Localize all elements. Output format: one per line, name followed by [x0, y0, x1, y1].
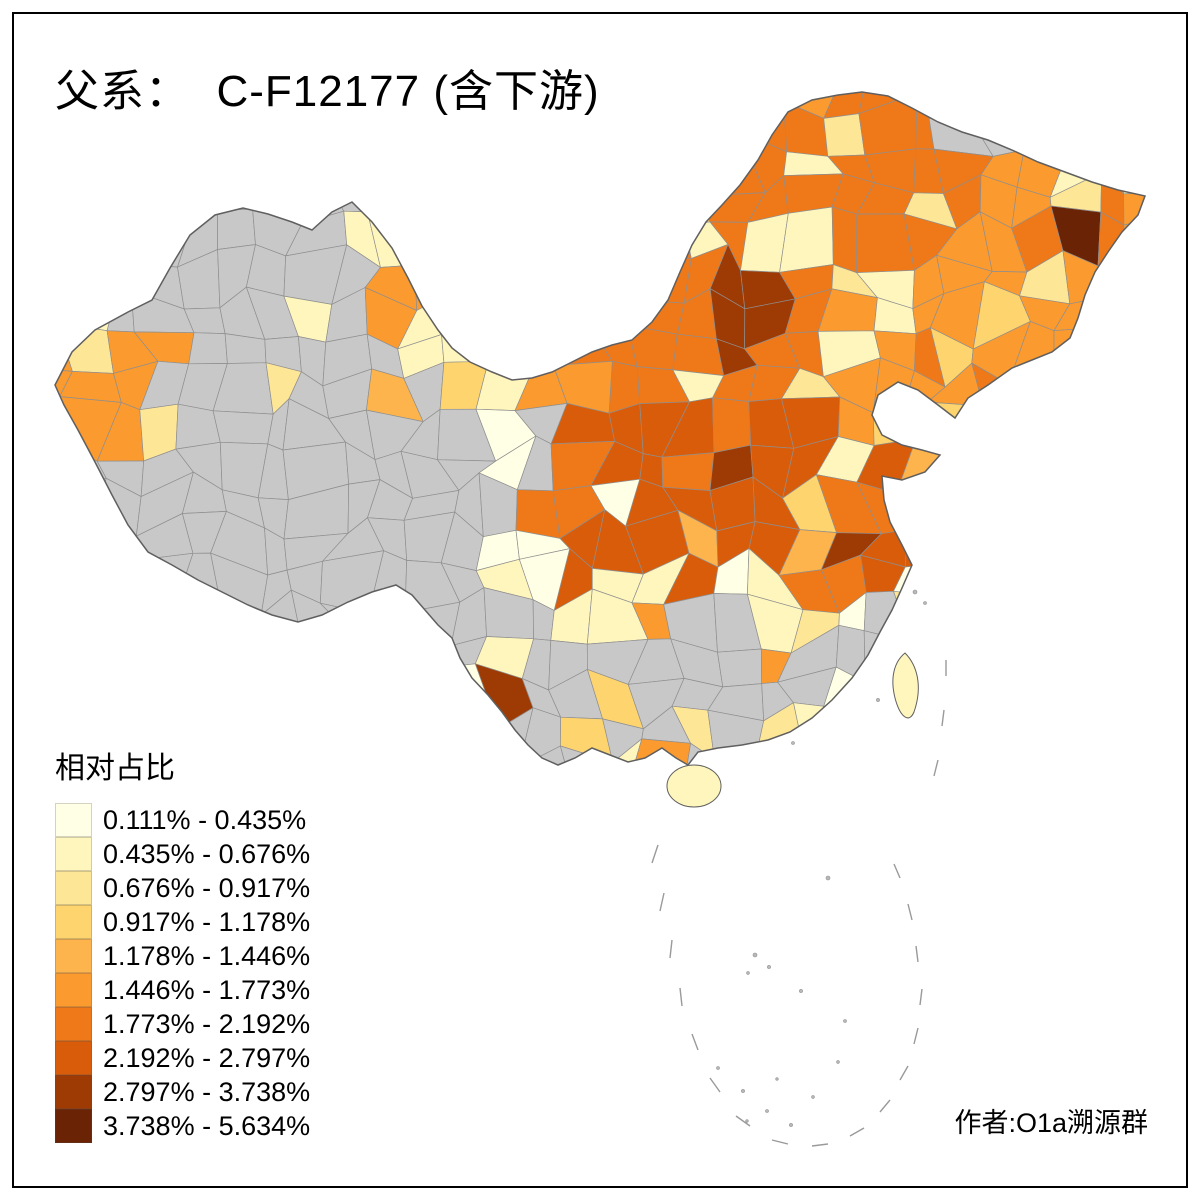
legend-swatch [55, 1041, 92, 1075]
legend-label: 1.178% - 1.446% [103, 940, 311, 971]
legend-item: 1.446% - 1.773% [55, 973, 310, 1007]
legend-item: 2.797% - 3.738% [55, 1075, 310, 1109]
legend: 相对占比 0.111% - 0.435% 0.435% - 0.676% 0.676… [55, 743, 310, 1143]
legend-items: 0.111% - 0.435% 0.435% - 0.676% 0.676% - 0… [55, 803, 310, 1143]
legend-swatch [55, 905, 92, 939]
legend-item: 1.178% - 1.446% [55, 939, 310, 973]
legend-item: 2.192% - 2.797% [55, 1041, 310, 1075]
legend-label: 1.446% - 1.773% [103, 974, 311, 1005]
legend-item: 0.917% - 1.178% [55, 905, 310, 939]
attribution: 作者:O1a溯源群 [954, 1108, 1148, 1138]
south-china-sea-dashes [651, 660, 947, 1147]
sea-islets [716, 589, 927, 1127]
legend-label: 0.676% - 0.917% [103, 872, 311, 903]
legend-label: 0.917% - 1.178% [103, 906, 311, 937]
legend-item: 0.435% - 0.676% [55, 837, 310, 871]
legend-label: 1.773% - 2.192% [103, 1008, 311, 1039]
page-title: 父系： C-F12177 (含下游) [55, 67, 600, 116]
legend-label: 0.435% - 0.676% [103, 838, 311, 869]
map-cells [55, 92, 1145, 765]
legend-swatch [55, 973, 92, 1007]
legend-swatch [55, 803, 92, 837]
legend-swatch [55, 837, 92, 871]
legend-item: 1.773% - 2.192% [55, 1007, 310, 1041]
legend-swatch [55, 1007, 92, 1041]
legend-item: 3.738% - 5.634% [55, 1109, 310, 1143]
legend-label: 3.738% - 5.634% [103, 1110, 311, 1141]
legend-swatch [55, 939, 92, 973]
legend-swatch [55, 1109, 92, 1143]
legend-swatch [55, 1075, 92, 1109]
legend-label: 2.797% - 3.738% [103, 1076, 311, 1107]
legend-swatch [55, 871, 92, 905]
legend-label: 2.192% - 2.797% [103, 1042, 311, 1073]
taiwan-island [892, 652, 919, 719]
hainan-island [666, 764, 722, 808]
legend-item: 0.111% - 0.435% [55, 803, 310, 837]
legend-title: 相对占比 [55, 752, 175, 785]
legend-label: 0.111% - 0.435% [103, 804, 307, 835]
legend-item: 0.676% - 0.917% [55, 871, 310, 905]
